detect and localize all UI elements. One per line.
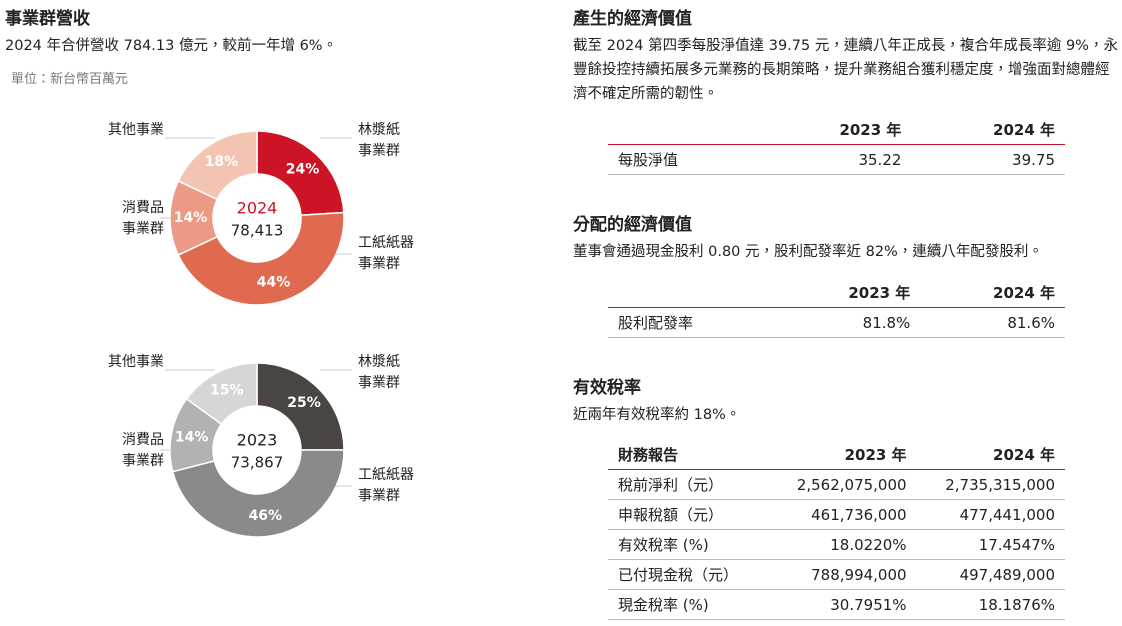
table-cell: 81.6% bbox=[920, 307, 1065, 338]
data-table: 財務報告 2023 年 2024 年稅前淨利（元） 2,562,075,000 2,73… bbox=[608, 440, 1065, 620]
donut-segment bbox=[185, 362, 258, 426]
table-cell: 稅前淨利（元） bbox=[608, 469, 769, 500]
category-label: 林漿紙 事業群 bbox=[358, 354, 400, 391]
section-text: 董事會通過現金股利 0.80 元，股利配發率近 82%，連續八年配發股利。 bbox=[573, 244, 1043, 260]
table-cell: 17.4547% bbox=[916, 529, 1065, 560]
category-label: 消費品 事業群 bbox=[122, 200, 164, 237]
header-row: 財務報告 2023 年 2024 年 bbox=[608, 440, 1065, 470]
header-cell: 2024 年 bbox=[920, 278, 1065, 308]
table-row: 每股淨值 35.22 39.75 bbox=[608, 144, 1065, 175]
category-label: 其他事業 bbox=[108, 354, 164, 370]
table-cell: 18.1876% bbox=[916, 589, 1065, 620]
table-cell: 2,562,075,000 bbox=[768, 469, 917, 500]
table-row: 股利配發率 81.8% 81.6% bbox=[608, 307, 1065, 338]
category-label: 其他事業 bbox=[108, 122, 164, 138]
section-title: 有效稅率 bbox=[573, 378, 641, 398]
header-cell: 2024 年 bbox=[911, 115, 1065, 145]
table-cell: 39.75 bbox=[911, 144, 1065, 175]
value-label: 44% bbox=[257, 274, 291, 290]
value-label: 46% bbox=[249, 508, 283, 524]
table-cell: 788,994,000 bbox=[768, 559, 917, 590]
table-cell: 461,736,000 bbox=[768, 499, 917, 530]
donut-segment bbox=[256, 362, 345, 451]
value-label: 25% bbox=[287, 395, 321, 411]
category-label: 工紙紙器 事業群 bbox=[358, 235, 414, 272]
charts: 24% 44% 14% 18% 2024 78,413 25% 46% 14% 15% 2023 73… bbox=[160, 130, 352, 538]
table-cell: 81.8% bbox=[775, 307, 921, 338]
header-cell: 2024 年 bbox=[916, 440, 1065, 470]
donut-segment bbox=[177, 130, 258, 201]
table-cell: 2,735,315,000 bbox=[916, 469, 1065, 500]
header-row: 2023 年 2024 年 bbox=[608, 115, 1065, 145]
center-title: 2023 bbox=[237, 431, 278, 450]
table-row: 已付現金稅（元） 788,994,000 497,489,000 bbox=[608, 559, 1065, 590]
category-label: 工紙紙器 事業群 bbox=[358, 467, 414, 504]
table-row: 稅前淨利（元） 2,562,075,000 2,735,315,000 bbox=[608, 469, 1065, 500]
table-cell: 30.7951% bbox=[768, 589, 917, 620]
table-cell: 申報稅額（元） bbox=[608, 499, 769, 530]
category-label: 消費品 事業群 bbox=[122, 432, 164, 469]
section-title: 產生的經濟價值 bbox=[573, 9, 692, 29]
value-label: 14% bbox=[175, 430, 209, 446]
unit-note: 單位：新台幣百萬元 bbox=[11, 72, 129, 87]
table-cell: 477,441,000 bbox=[916, 499, 1065, 530]
header-row: 2023 年 2024 年 bbox=[608, 278, 1065, 308]
section-title: 分配的經濟價值 bbox=[573, 215, 692, 235]
center-value: 73,867 bbox=[231, 454, 284, 472]
table-cell: 497,489,000 bbox=[916, 559, 1065, 590]
revenue-subtitle: 2024 年合併營收 784.13 億元，較前一年增 6%。 bbox=[5, 38, 338, 54]
header-cell: 2023 年 bbox=[757, 115, 912, 145]
header-cell bbox=[608, 115, 758, 145]
center-title: 2024 bbox=[237, 199, 278, 218]
header-cell: 2023 年 bbox=[768, 440, 917, 470]
data-table: 2023 年 2024 年股利配發率 81.8% 81.6% bbox=[608, 278, 1065, 338]
table-cell: 股利配發率 bbox=[608, 307, 776, 338]
value-label: 24% bbox=[286, 162, 320, 178]
center-value: 78,413 bbox=[231, 222, 284, 240]
section-text: 近兩年有效稅率約 18%。 bbox=[573, 407, 741, 423]
table-cell: 35.22 bbox=[757, 144, 912, 175]
header-cell: 財務報告 bbox=[608, 440, 769, 470]
table-cell: 已付現金稅（元） bbox=[608, 559, 769, 590]
data-table: 2023 年 2024 年每股淨值 35.22 39.75 bbox=[608, 115, 1065, 175]
category-label: 林漿紙 事業群 bbox=[358, 122, 400, 159]
table-cell: 每股淨值 bbox=[608, 144, 758, 175]
table-cell: 有效稅率 (%) bbox=[608, 529, 769, 560]
value-label: 15% bbox=[210, 383, 244, 399]
revenue-title: 事業群營收 bbox=[5, 9, 90, 29]
table-cell: 18.0220% bbox=[768, 529, 917, 560]
value-label: 18% bbox=[205, 154, 239, 170]
table-row: 有效稅率 (%) 18.0220% 17.4547% bbox=[608, 529, 1065, 560]
header-cell bbox=[608, 278, 776, 308]
table-cell: 現金稅率 (%) bbox=[608, 589, 769, 620]
value-label: 14% bbox=[174, 210, 208, 226]
donut-segment bbox=[177, 211, 345, 306]
table-row: 現金稅率 (%) 30.7951% 18.1876% bbox=[608, 589, 1065, 620]
donut-segment bbox=[171, 449, 345, 538]
header-cell: 2023 年 bbox=[775, 278, 921, 308]
section-text: 截至 2024 第四季每股淨值達 39.75 元，連續八年正成長，複合年成長率逾… bbox=[573, 38, 1118, 102]
table-row: 申報稅額（元） 461,736,000 477,441,000 bbox=[608, 499, 1065, 530]
